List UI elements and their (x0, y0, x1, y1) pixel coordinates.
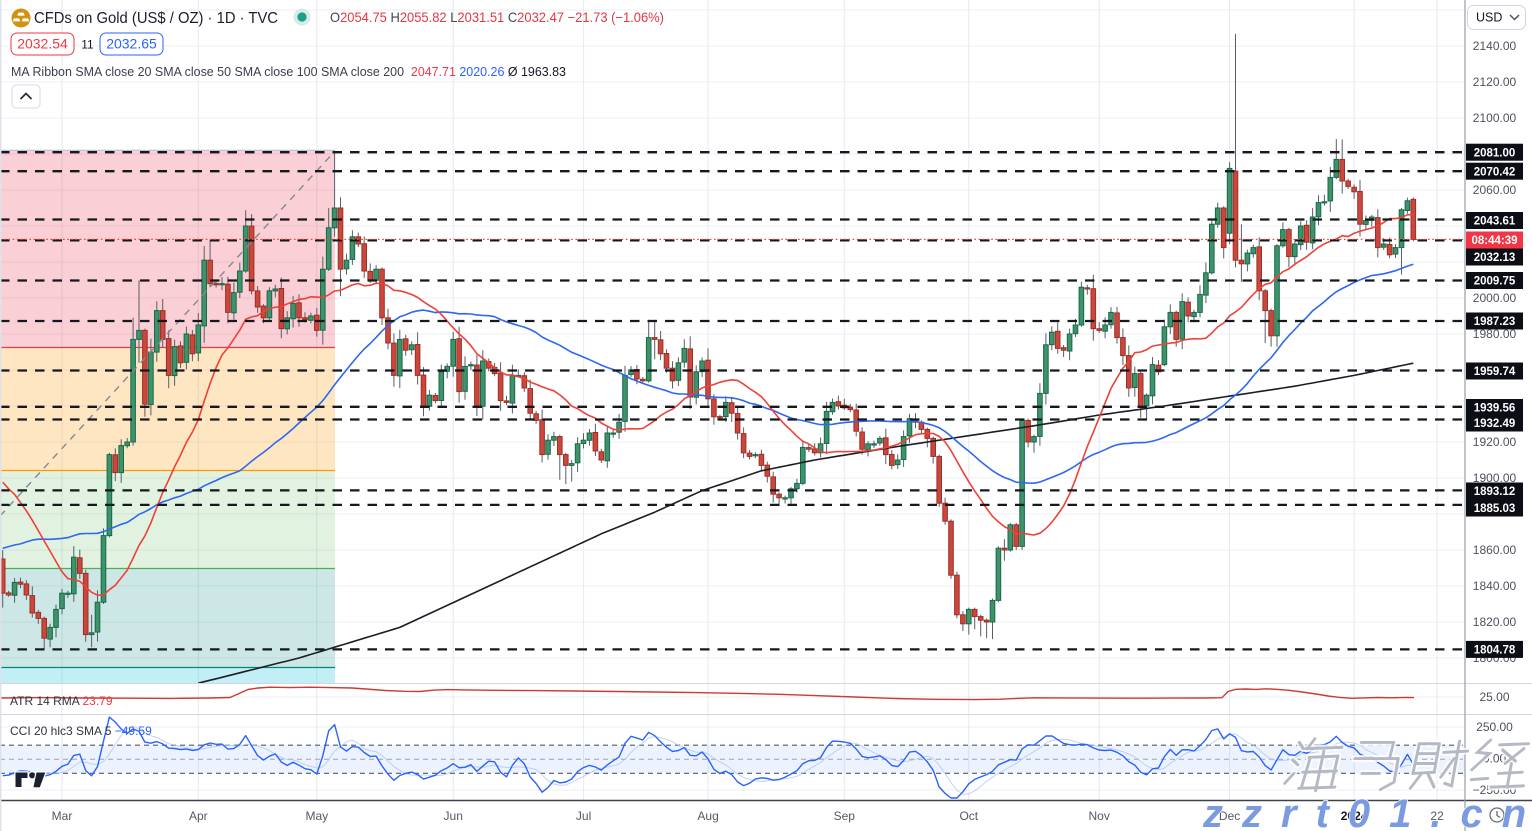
svg-text:ATR 14 RMA 23.79: ATR 14 RMA 23.79 (10, 694, 113, 708)
svg-text:2140.00: 2140.00 (1473, 39, 1517, 53)
svg-text:1893.12: 1893.12 (1474, 486, 1516, 498)
svg-text:May: May (305, 809, 328, 823)
svg-text:MA Ribbon SMA close 20 SMA clo: MA Ribbon SMA close 20 SMA close 50 SMA … (11, 65, 566, 79)
svg-text:1920.00: 1920.00 (1473, 435, 1517, 449)
svg-text:O2054.75 H2055.82 L2031.51 C20: O2054.75 H2055.82 L2031.51 C2032.47 −21.… (330, 9, 664, 25)
svg-text:Jul: Jul (576, 809, 591, 823)
svg-text:Apr: Apr (189, 809, 208, 823)
svg-text:Aug: Aug (697, 809, 718, 823)
svg-text:08:44:39: 08:44:39 (1471, 235, 1517, 247)
svg-text:1840.00: 1840.00 (1473, 579, 1517, 593)
svg-text:Sep: Sep (834, 809, 856, 823)
svg-text:Nov: Nov (1089, 809, 1110, 823)
svg-text:2060.00: 2060.00 (1473, 183, 1517, 197)
svg-text:1860.00: 1860.00 (1473, 543, 1517, 557)
svg-text:2032.13: 2032.13 (1474, 252, 1516, 264)
svg-text:Mar: Mar (52, 809, 73, 823)
svg-text:250.00: 250.00 (1476, 720, 1513, 734)
svg-text:2032.54: 2032.54 (17, 36, 68, 52)
svg-text:2000.00: 2000.00 (1473, 291, 1517, 305)
svg-text:CFDs on Gold (US$ / OZ) · 1D ·: CFDs on Gold (US$ / OZ) · 1D · TVC (34, 10, 278, 27)
svg-text:USD: USD (1476, 11, 1502, 25)
svg-text:2081.00: 2081.00 (1474, 147, 1516, 159)
svg-text:11: 11 (81, 38, 94, 52)
svg-text:Oct: Oct (959, 809, 978, 823)
svg-text:1885.03: 1885.03 (1474, 503, 1516, 515)
svg-text:1932.49: 1932.49 (1474, 418, 1516, 430)
svg-text:25.00: 25.00 (1479, 690, 1509, 704)
svg-text:2120.00: 2120.00 (1473, 75, 1517, 89)
svg-text:Jun: Jun (444, 809, 463, 823)
svg-text:1980.00: 1980.00 (1473, 327, 1517, 341)
svg-text:2032.65: 2032.65 (106, 36, 157, 52)
svg-text:1900.00: 1900.00 (1473, 471, 1517, 485)
svg-text:2009.75: 2009.75 (1474, 276, 1516, 288)
svg-text:1987.23: 1987.23 (1474, 316, 1516, 328)
svg-text:zzrt01.cn: zzrt01.cn (1202, 792, 1532, 831)
svg-text:1804.78: 1804.78 (1474, 645, 1516, 657)
svg-text:1959.74: 1959.74 (1474, 366, 1516, 378)
svg-text:2070.42: 2070.42 (1474, 166, 1516, 178)
svg-text:2043.61: 2043.61 (1474, 216, 1516, 228)
svg-text:CCI 20 hlc3 SMA 5 −49.59: CCI 20 hlc3 SMA 5 −49.59 (10, 724, 152, 738)
svg-text:Dec: Dec (1219, 809, 1240, 823)
svg-text:1939.56: 1939.56 (1474, 403, 1516, 415)
svg-text:1820.00: 1820.00 (1473, 615, 1517, 629)
svg-text:2024: 2024 (1341, 809, 1368, 823)
svg-text:2100.00: 2100.00 (1473, 111, 1517, 125)
svg-text:22: 22 (1430, 809, 1444, 823)
